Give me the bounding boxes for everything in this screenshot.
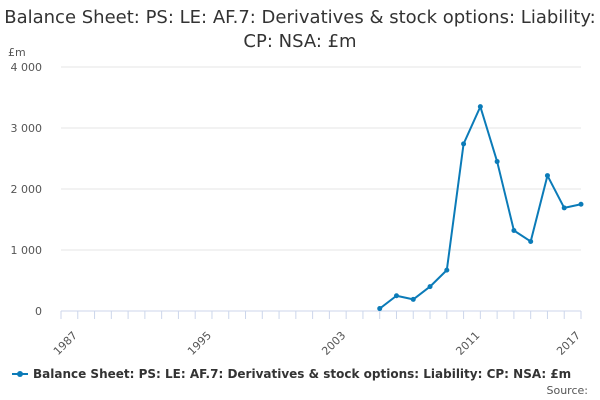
- chart-title: Balance Sheet: PS: LE: AF.7: Derivatives…: [4, 7, 596, 52]
- data-point: [461, 141, 467, 147]
- legend-label: Balance Sheet: PS: LE: AF.7: Derivatives…: [33, 367, 572, 381]
- x-tick-label: 2017: [554, 329, 583, 358]
- y-tick-label: 3 000: [11, 122, 43, 135]
- data-point: [511, 227, 517, 233]
- data-point: [410, 296, 416, 302]
- data-point: [528, 238, 534, 244]
- y-tick-label: 4 000: [11, 61, 43, 74]
- x-tick-label: 1987: [51, 329, 80, 358]
- source-label[interactable]: Source:: [546, 384, 589, 397]
- legend-swatch: [12, 371, 28, 377]
- y-tick-label: 1 000: [11, 244, 43, 257]
- data-point: [427, 284, 433, 290]
- x-tick-label: 2003: [319, 329, 348, 358]
- data-point: [477, 104, 483, 110]
- data-point: [578, 201, 584, 207]
- data-point: [393, 293, 399, 299]
- series: [377, 104, 584, 312]
- data-point: [561, 205, 567, 211]
- x-tick-label: 1995: [185, 329, 214, 358]
- data-point: [544, 173, 550, 179]
- axes: £m 0 1 000 2 000 3 000 4 000 1987 1995 2003 2011…: [8, 46, 583, 358]
- legend[interactable]: Balance Sheet: PS: LE: AF.7: Derivatives…: [12, 367, 571, 381]
- y-tick-label: 2 000: [11, 183, 43, 196]
- x-tick-label: 2011: [453, 329, 482, 358]
- data-point: [494, 159, 500, 165]
- y-axis-label: £m: [8, 46, 26, 59]
- series-line: [379, 105, 582, 310]
- data-point: [444, 267, 450, 273]
- y-tick-label: 0: [35, 305, 42, 318]
- data-point: [377, 306, 383, 312]
